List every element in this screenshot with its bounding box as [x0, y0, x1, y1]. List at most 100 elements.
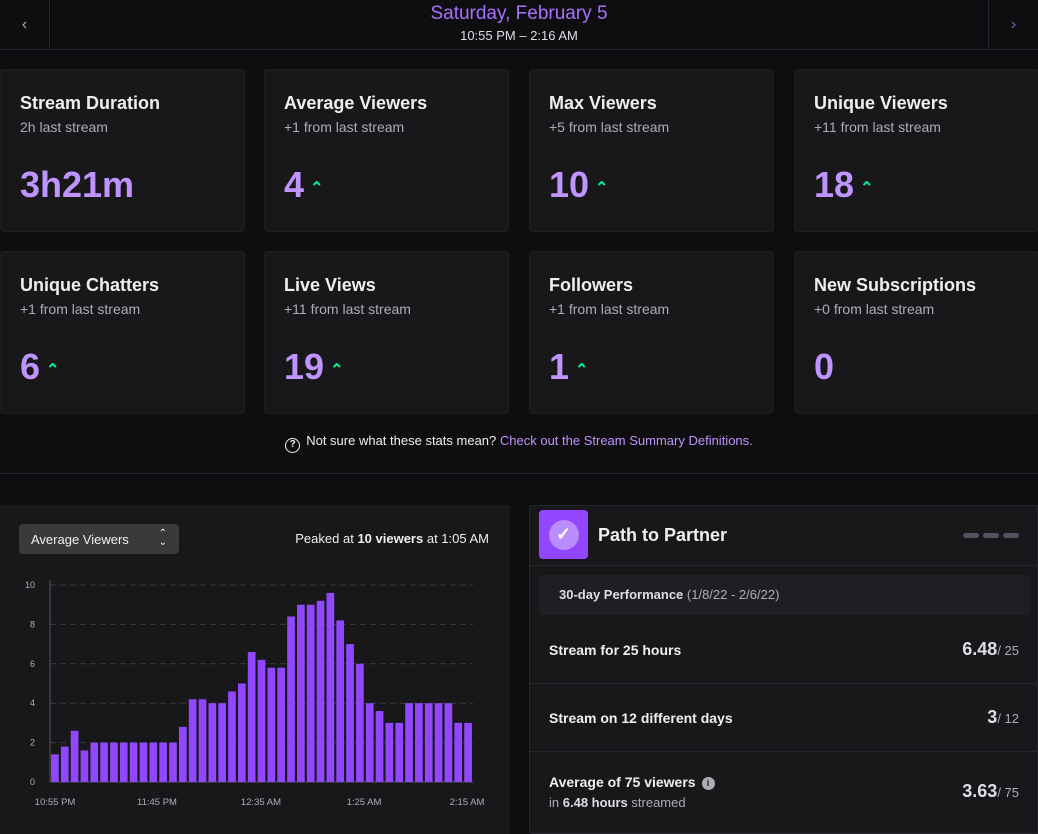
viewers-chart-panel: Average Viewers ⌃ ⌄ Peaked at 10 viewers …: [0, 505, 510, 834]
chart-bar: [159, 742, 167, 782]
req-days-label: Stream on 12 different days: [549, 710, 733, 726]
req-hours-value: 6.48/ 25: [962, 639, 1019, 660]
y-tick-label: 10: [25, 580, 35, 590]
stat-card: Unique Viewers +11 from last stream 18 ⌃: [794, 69, 1038, 232]
stat-title: New Subscriptions: [814, 275, 977, 295]
stat-value: 0: [814, 346, 835, 387]
chart-bar: [70, 730, 79, 782]
stats-help: ? Not sure what these stats mean? Check o…: [0, 433, 1038, 453]
stream-header: ‹ Saturday, February 5 10:55 PM – 2:16 A…: [0, 0, 1038, 50]
chart-bar: [198, 699, 207, 782]
chart-bar: [129, 742, 138, 782]
chart-bar: [247, 651, 256, 782]
stat-comparison: +11 from last stream: [814, 119, 941, 135]
stat-card: Average Viewers +1 from last stream 4 ⌃: [264, 69, 509, 232]
chart-bar: [169, 742, 177, 782]
chart-bar: [316, 600, 325, 782]
stat-comparison: +0 from last stream: [814, 301, 935, 317]
peak-summary: Peaked at 10 viewers at 1:05 AM: [295, 531, 489, 546]
chart-bar: [287, 616, 295, 782]
chart-bar: [208, 703, 217, 782]
stat-comparison: +1 from last stream: [20, 301, 141, 317]
stat-title: Live Views: [284, 275, 376, 295]
req-hours-current: 6.48: [962, 639, 998, 659]
stat-title: Unique Chatters: [20, 275, 160, 295]
chart-bar: [346, 644, 354, 782]
req-hours-label: Stream for 25 hours: [549, 642, 682, 658]
chart-bar: [464, 722, 472, 782]
section-divider: [0, 473, 1038, 474]
chart-bar: [424, 703, 433, 782]
stat-value-row: 18 ⌃: [814, 164, 873, 206]
stat-title: Unique Viewers: [814, 93, 948, 113]
progress-dash: [983, 533, 999, 538]
stat-card: Live Views +11 from last stream 19 ⌃: [264, 251, 509, 414]
partner-title: Path to Partner: [598, 525, 728, 545]
question-icon: ?: [285, 438, 301, 453]
chart-bar: [119, 742, 128, 782]
req-days-current: 3: [987, 707, 998, 727]
trend-up-icon: ⌃: [575, 362, 589, 379]
stat-value-row: 4 ⌃: [284, 164, 323, 206]
chevron-right-icon[interactable]: ›: [988, 0, 1038, 50]
stat-title: Average Viewers: [284, 93, 428, 113]
stat-comparison: 2h last stream: [20, 119, 108, 135]
trend-up-icon: ⌃: [595, 180, 609, 197]
stat-value: 6: [20, 346, 41, 387]
stat-value: 4: [284, 164, 305, 205]
chart-bar: [51, 754, 59, 782]
chart-bar: [306, 604, 315, 782]
chart-bar: [277, 667, 286, 782]
x-tick-label: 11:45 PM: [137, 797, 177, 808]
definitions-link[interactable]: Check out the Stream Summary Definitions…: [499, 433, 753, 448]
req-days-goal: / 12: [997, 711, 1019, 726]
peak-value: 10 viewers: [357, 531, 424, 546]
chart-bar: [444, 703, 453, 782]
perf-range: (1/8/22 - 2/6/22): [686, 587, 780, 602]
chart-bar: [60, 746, 69, 782]
chart-bar: [415, 703, 423, 782]
stat-card: Max Viewers +5 from last stream 10 ⌃: [529, 69, 774, 232]
stat-title: Stream Duration: [20, 93, 161, 113]
checkmark-icon: ✓: [548, 519, 579, 550]
stat-value: 19: [284, 346, 325, 387]
chart-bar: [405, 703, 413, 782]
stat-value-row: 10 ⌃: [549, 164, 608, 206]
stat-comparison: +11 from last stream: [284, 301, 411, 317]
stream-time-range: 10:55 PM – 2:16 AM: [460, 28, 578, 43]
y-tick-label: 8: [30, 619, 35, 629]
chart-bar: [188, 699, 197, 782]
req-viewers-label: Average of 75 viewers i: [549, 774, 715, 790]
x-tick-label: 1:25 AM: [347, 797, 382, 808]
metric-select-label: Average Viewers: [31, 532, 129, 547]
chevron-left-icon[interactable]: ‹: [0, 0, 50, 50]
info-icon[interactable]: i: [701, 777, 715, 790]
chart-bar: [454, 722, 463, 782]
req-viewers-sub-prefix: in: [549, 795, 560, 810]
peak-prefix: Peaked at: [295, 531, 354, 546]
partner-divider: [530, 565, 1037, 566]
chart-bar: [218, 703, 226, 782]
req-viewers-text: Average of 75 viewers: [549, 774, 696, 790]
req-viewers-current: 3.63: [962, 781, 998, 801]
stat-value: 18: [814, 164, 855, 205]
peak-suffix: at 1:05 AM: [426, 531, 489, 546]
stat-title: Max Viewers: [549, 93, 657, 113]
stat-value-row: 0: [814, 346, 834, 388]
stat-card: New Subscriptions +0 from last stream 0: [794, 251, 1038, 414]
stat-comparison: +1 from last stream: [284, 119, 405, 135]
stat-value: 1: [549, 346, 570, 387]
req-days-value: 3/ 12: [987, 707, 1019, 728]
chart-bar: [365, 703, 374, 782]
metric-select[interactable]: Average Viewers ⌃ ⌄: [19, 524, 179, 554]
stat-value-row: 3h21m: [20, 164, 134, 206]
stat-comparison: +1 from last stream: [549, 301, 670, 317]
chart-bar: [228, 691, 236, 782]
chart-bar: [375, 711, 384, 782]
perf-period: 30-day Performance (1/8/22 - 2/6/22): [539, 575, 1030, 615]
chart-bar: [149, 742, 158, 782]
x-tick-label: 2:15 AM: [450, 797, 485, 808]
chart-bar: [100, 742, 108, 782]
chart-bar: [110, 742, 118, 782]
partner-divider: [530, 683, 1037, 684]
